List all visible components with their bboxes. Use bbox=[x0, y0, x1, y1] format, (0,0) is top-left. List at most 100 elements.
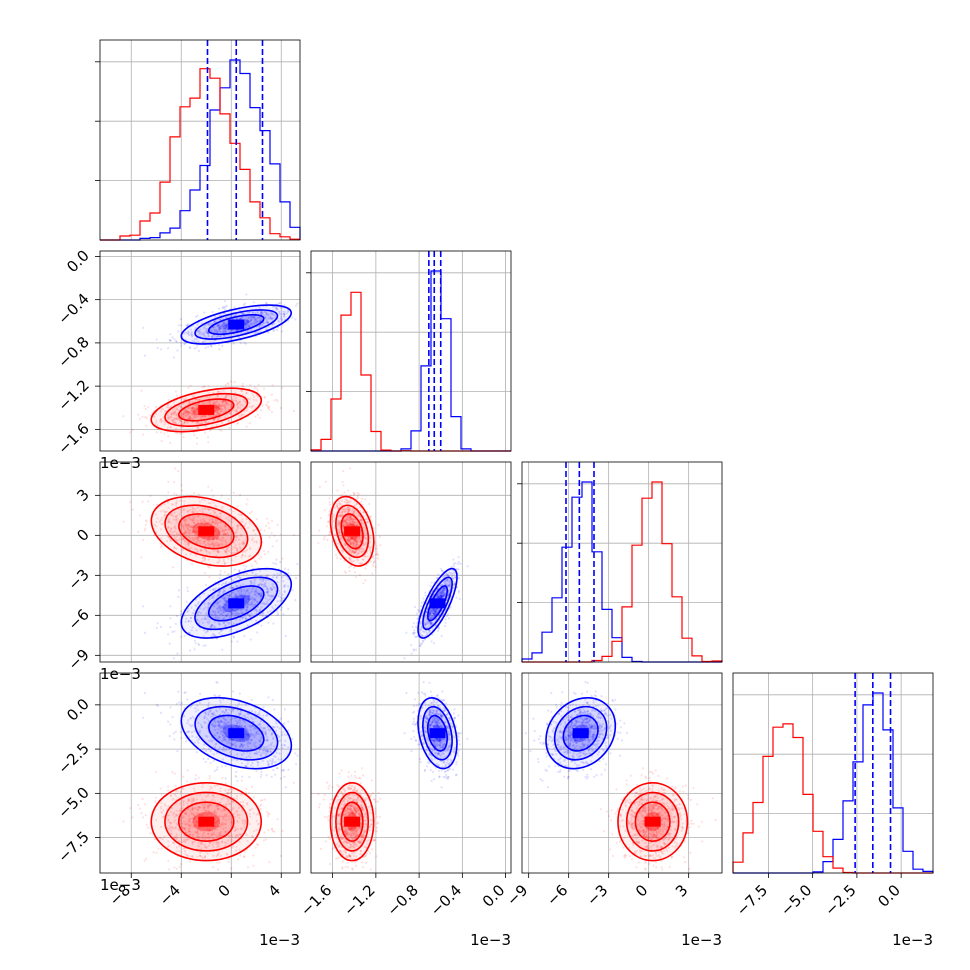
sample-point bbox=[273, 328, 276, 332]
sample-point bbox=[177, 330, 180, 333]
sample-point bbox=[378, 535, 381, 539]
sample-point bbox=[243, 302, 246, 305]
sample-point bbox=[374, 547, 377, 550]
sample-point bbox=[197, 644, 201, 647]
sample-point bbox=[279, 560, 282, 564]
sample-point bbox=[241, 382, 244, 385]
sample-point bbox=[213, 320, 216, 323]
sample-point bbox=[252, 322, 255, 325]
sample-point bbox=[232, 342, 235, 345]
sample-point bbox=[223, 334, 226, 337]
sample-point bbox=[196, 323, 199, 326]
sample-point bbox=[264, 301, 267, 305]
sample-point bbox=[169, 333, 172, 336]
sample-point bbox=[218, 318, 222, 321]
sample-point bbox=[181, 489, 184, 492]
sample-point bbox=[263, 310, 267, 314]
sample-point bbox=[233, 568, 236, 571]
sample-point bbox=[265, 313, 268, 316]
sample-point bbox=[221, 324, 224, 328]
sample-point bbox=[149, 494, 152, 497]
sample-point bbox=[420, 605, 423, 608]
sample-point bbox=[186, 323, 189, 326]
sample-point bbox=[283, 708, 286, 711]
sample-point bbox=[217, 325, 220, 329]
sample-point bbox=[270, 519, 274, 522]
sample-point bbox=[171, 336, 174, 339]
sample-point bbox=[432, 642, 436, 645]
sample-point bbox=[282, 313, 285, 316]
sample-point bbox=[271, 313, 274, 316]
sample-point bbox=[216, 681, 219, 684]
sample-point bbox=[341, 481, 344, 484]
sample-point bbox=[233, 306, 236, 309]
sample-point bbox=[201, 386, 204, 389]
sample-point bbox=[189, 328, 192, 331]
sample-point bbox=[261, 312, 265, 315]
sample-point bbox=[283, 315, 286, 318]
sample-point bbox=[418, 644, 422, 648]
sample-point bbox=[180, 635, 183, 639]
sample-point bbox=[459, 562, 462, 565]
sample-point bbox=[144, 407, 147, 411]
sample-point bbox=[141, 500, 144, 503]
sample-point bbox=[194, 315, 198, 318]
sample-point bbox=[266, 317, 269, 320]
sample-point bbox=[221, 648, 224, 651]
sample-point bbox=[215, 768, 219, 771]
sample-point bbox=[466, 565, 469, 568]
sample-point bbox=[194, 642, 197, 645]
sample-point bbox=[238, 317, 241, 320]
sample-point bbox=[201, 341, 205, 344]
sample-point bbox=[169, 441, 172, 444]
sample-point bbox=[224, 331, 227, 334]
sample-point bbox=[156, 622, 159, 625]
sample-point bbox=[169, 706, 172, 709]
sample-point bbox=[223, 321, 226, 324]
sample-point bbox=[270, 313, 273, 316]
sample-point bbox=[175, 493, 178, 496]
sample-point bbox=[347, 489, 350, 492]
sample-point bbox=[209, 429, 212, 432]
density-peak bbox=[344, 526, 361, 537]
sample-point bbox=[219, 325, 222, 328]
density-peak bbox=[198, 404, 215, 415]
sample-point bbox=[353, 571, 357, 574]
sample-point bbox=[246, 318, 249, 321]
sample-point bbox=[250, 316, 253, 319]
sample-point bbox=[257, 567, 260, 570]
sample-point bbox=[218, 348, 221, 351]
sample-point bbox=[260, 624, 263, 627]
sample-point bbox=[444, 621, 447, 624]
sample-point bbox=[266, 401, 270, 404]
sample-point bbox=[272, 305, 275, 308]
sample-point bbox=[230, 640, 233, 643]
sample-point bbox=[176, 432, 179, 435]
sample-point bbox=[246, 324, 249, 327]
sample-point bbox=[439, 567, 443, 570]
sample-point bbox=[270, 393, 273, 396]
sample-point bbox=[343, 570, 346, 573]
sample-point bbox=[266, 517, 269, 520]
sample-point bbox=[191, 339, 194, 342]
sample-point bbox=[414, 648, 418, 651]
sample-point bbox=[256, 320, 259, 323]
sample-point bbox=[122, 415, 125, 418]
sample-point bbox=[267, 331, 270, 334]
sample-point bbox=[216, 324, 219, 328]
sample-point bbox=[271, 545, 274, 548]
sample-point bbox=[185, 600, 188, 603]
sample-point bbox=[202, 644, 205, 648]
sample-point bbox=[160, 431, 163, 434]
sample-point bbox=[227, 497, 230, 500]
sample-point bbox=[275, 539, 278, 543]
sample-point bbox=[155, 338, 158, 341]
sample-point bbox=[283, 315, 286, 318]
sample-point bbox=[173, 492, 176, 495]
sample-point bbox=[281, 330, 284, 333]
sample-point bbox=[258, 307, 261, 310]
sample-point bbox=[444, 618, 447, 621]
sample-point bbox=[168, 642, 171, 645]
sample-point bbox=[160, 440, 163, 443]
sample-point bbox=[144, 415, 147, 419]
